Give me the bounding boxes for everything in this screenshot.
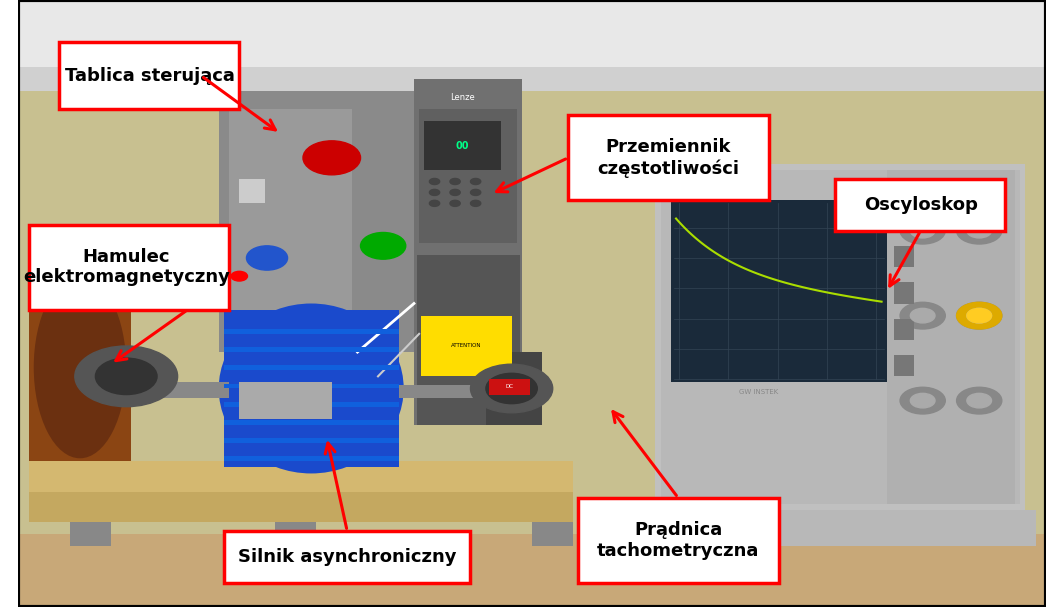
Bar	[224, 438, 399, 443]
Circle shape	[967, 223, 992, 238]
Bar	[28, 461, 573, 498]
Circle shape	[486, 373, 538, 404]
Bar	[224, 310, 399, 467]
Circle shape	[247, 246, 288, 270]
Bar	[894, 355, 914, 376]
Circle shape	[430, 189, 439, 195]
Bar	[224, 329, 399, 334]
Circle shape	[430, 200, 439, 206]
Bar	[414, 79, 522, 425]
Bar	[894, 282, 914, 304]
Circle shape	[910, 223, 935, 238]
Circle shape	[957, 217, 1002, 244]
Circle shape	[957, 387, 1002, 414]
Bar	[224, 402, 399, 407]
Circle shape	[471, 189, 481, 195]
Circle shape	[471, 364, 552, 413]
FancyBboxPatch shape	[60, 42, 240, 109]
Text: ATTENTION: ATTENTION	[451, 344, 481, 348]
Bar	[887, 170, 1016, 504]
Circle shape	[957, 302, 1002, 329]
Bar	[425, 121, 501, 170]
Circle shape	[75, 346, 178, 407]
Text: Lenze: Lenze	[450, 93, 475, 101]
Bar	[28, 461, 141, 486]
FancyBboxPatch shape	[578, 498, 779, 583]
Bar	[70, 522, 111, 546]
Bar	[224, 347, 399, 352]
Circle shape	[910, 393, 935, 408]
Circle shape	[910, 308, 935, 323]
Bar	[28, 261, 132, 473]
Bar	[894, 319, 914, 340]
Circle shape	[450, 189, 460, 195]
Circle shape	[471, 178, 481, 185]
Circle shape	[900, 387, 946, 414]
Circle shape	[450, 200, 460, 206]
Bar	[486, 352, 543, 425]
FancyBboxPatch shape	[836, 179, 1005, 231]
Text: Tablica sterująca: Tablica sterująca	[65, 67, 234, 85]
Bar	[532, 522, 573, 546]
Circle shape	[303, 141, 361, 175]
Circle shape	[900, 217, 946, 244]
Bar	[28, 492, 573, 522]
Ellipse shape	[33, 276, 127, 458]
Circle shape	[231, 271, 248, 281]
Bar	[19, 67, 1046, 91]
Bar	[224, 365, 399, 370]
Text: Hamulec
elektromagnetyczny: Hamulec elektromagnetyczny	[23, 248, 230, 287]
Bar	[127, 382, 229, 398]
Circle shape	[430, 178, 439, 185]
Bar	[399, 385, 481, 398]
Bar	[19, 534, 1046, 607]
FancyBboxPatch shape	[224, 531, 471, 583]
Bar	[240, 179, 265, 203]
Bar	[419, 109, 517, 243]
Text: DC: DC	[505, 384, 514, 389]
Bar	[219, 91, 506, 352]
Bar	[661, 170, 1020, 504]
Text: Przemiennik
częstotliwości: Przemiennik częstotliwości	[597, 138, 738, 177]
Bar	[19, 0, 1046, 73]
Circle shape	[95, 358, 157, 395]
Bar	[417, 255, 520, 425]
FancyBboxPatch shape	[568, 115, 769, 200]
Circle shape	[967, 308, 992, 323]
Bar	[488, 379, 530, 395]
Bar	[645, 510, 1036, 546]
Circle shape	[967, 308, 992, 323]
Bar	[275, 522, 316, 546]
Bar	[894, 246, 914, 267]
Circle shape	[900, 302, 946, 329]
Circle shape	[450, 178, 460, 185]
Circle shape	[361, 232, 406, 259]
Bar	[422, 316, 511, 376]
Bar	[224, 384, 399, 388]
Bar	[224, 456, 399, 461]
Bar	[224, 420, 399, 425]
Ellipse shape	[219, 304, 404, 473]
Circle shape	[471, 200, 481, 206]
Bar	[240, 382, 332, 419]
Text: Silnik asynchroniczny: Silnik asynchroniczny	[237, 548, 456, 566]
Bar	[229, 109, 353, 334]
Text: Oscyloskop: Oscyloskop	[864, 195, 978, 214]
FancyBboxPatch shape	[28, 225, 229, 310]
Bar	[670, 200, 887, 382]
Text: GW INSTEK: GW INSTEK	[738, 388, 778, 395]
Circle shape	[957, 302, 1002, 329]
Circle shape	[967, 393, 992, 408]
Text: Prądnica
tachometryczna: Prądnica tachometryczna	[597, 521, 759, 560]
Text: 00: 00	[455, 141, 469, 151]
Bar	[656, 164, 1025, 516]
